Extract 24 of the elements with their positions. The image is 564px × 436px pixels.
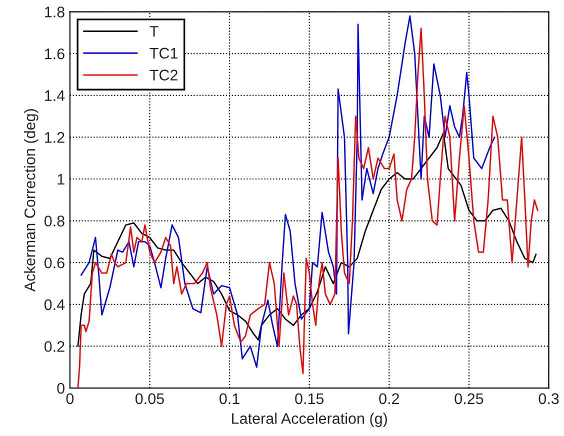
x-tick-label: 0.3 (538, 393, 559, 404)
x-tick-label: 0.15 (295, 393, 324, 404)
x-axis-title: Lateral Acceleration (g) (232, 412, 387, 427)
x-tick-label: 0.25 (454, 393, 484, 404)
x-tick-label: 0 (66, 393, 74, 404)
line-series (80, 15, 496, 368)
y-axis-title: Ackerman Correction (deg) (24, 109, 38, 292)
y-tick-label: 0 (57, 382, 64, 394)
x-tick-label: 0.05 (135, 393, 164, 404)
line-series (77, 28, 538, 388)
x-tick-label: 0.1 (220, 393, 240, 404)
legend-label: TC1 (150, 48, 178, 59)
y-tick-label: 0.6 (44, 257, 64, 268)
y-tick-label: 1 (58, 174, 64, 185)
y-tick-label: 1.8 (45, 6, 64, 18)
y-tick-label: 1.2 (45, 132, 64, 143)
legend-label: T (150, 26, 158, 37)
legend-label: TC2 (150, 70, 178, 81)
y-tick-label: 0.8 (44, 216, 64, 226)
x-tick-label: 0.2 (379, 393, 400, 404)
y-tick-label: 1.6 (45, 48, 64, 60)
y-tick-label: 1.4 (45, 90, 65, 101)
y-tick-label: 0.4 (44, 299, 65, 310)
y-tick-label: 0.2 (44, 341, 64, 352)
